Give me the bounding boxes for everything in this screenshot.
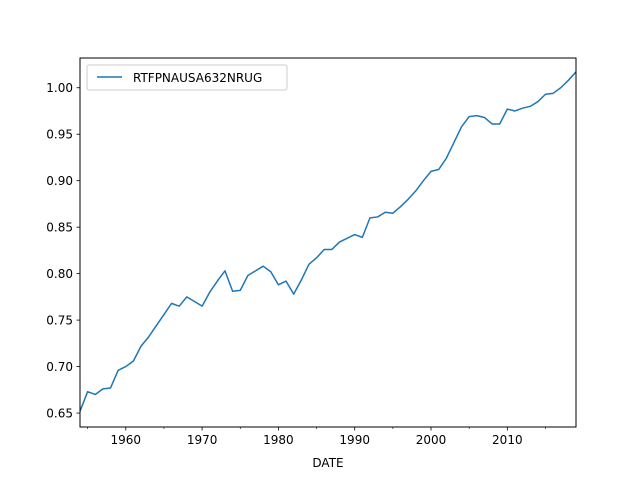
y-tick-label: 0.85 <box>46 220 73 234</box>
legend-box <box>86 64 288 91</box>
series-line <box>79 71 577 412</box>
y-tick-label: 1.00 <box>46 81 73 95</box>
x-tick-label: 2010 <box>492 433 523 447</box>
x-tick-label: 1990 <box>339 433 370 447</box>
plot-frame <box>79 57 577 428</box>
y-tick-label: 0.80 <box>46 267 73 281</box>
y-tick-label: 0.65 <box>46 406 73 420</box>
x-axis-label: DATE <box>312 456 343 470</box>
y-tick-label: 0.70 <box>46 360 73 374</box>
legend: RTFPNAUSA632NRUG <box>86 64 288 91</box>
x-tick-label: 2000 <box>416 433 447 447</box>
legend-entry-label: RTFPNAUSA632NRUG <box>133 71 262 85</box>
y-tick-label: 0.90 <box>46 174 73 188</box>
x-tick-label: 1980 <box>263 433 294 447</box>
plot-layer <box>79 71 577 412</box>
y-tick-label: 0.95 <box>46 128 73 142</box>
y-axis: 0.65 0.70 0.75 0.80 0.85 0.90 0.95 1.00 <box>46 81 80 420</box>
x-tick-label: 1960 <box>111 433 142 447</box>
x-axis: 1960 1970 1980 1990 2000 2010 <box>87 427 546 447</box>
x-tick-label: 1970 <box>187 433 218 447</box>
y-tick-label: 0.75 <box>46 313 73 327</box>
